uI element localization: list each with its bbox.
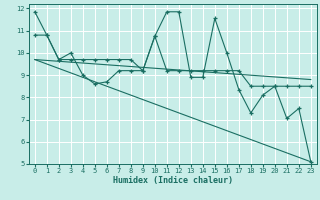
X-axis label: Humidex (Indice chaleur): Humidex (Indice chaleur) bbox=[113, 176, 233, 185]
